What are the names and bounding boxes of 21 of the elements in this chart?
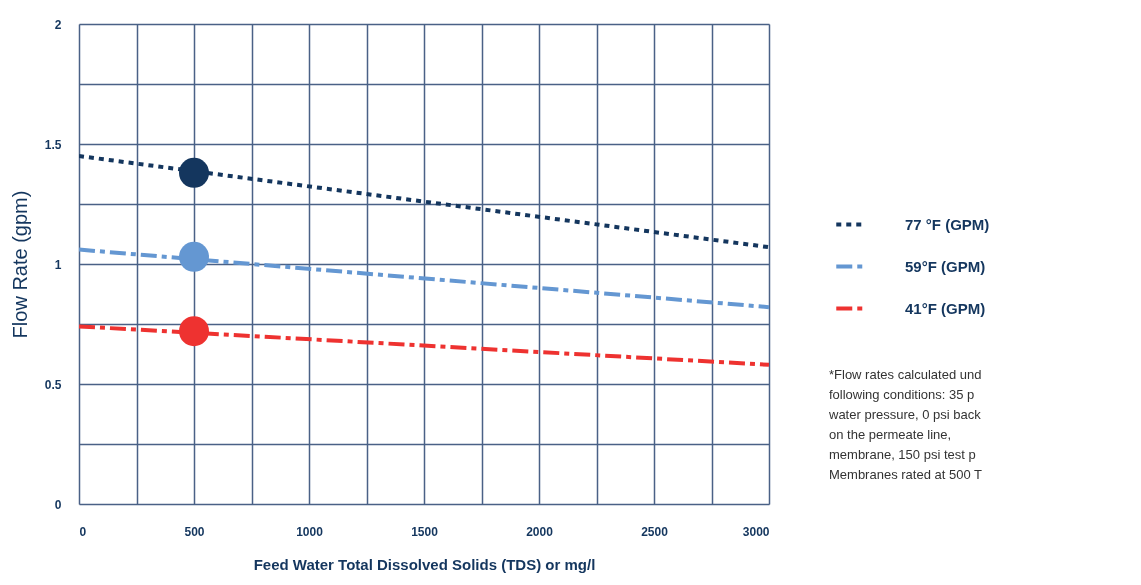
y-tick-label: 1 (54, 257, 62, 272)
point (179, 316, 209, 347)
x-tick-label: 500 (184, 524, 205, 539)
text: 41°F (GPM) (905, 299, 986, 317)
text: *Flow rates calculated und following conditions: 35 p water pressure, 0 psi back on the permeate line, membrane, 150 psi test p Membranes rated at 500 T (828, 367, 983, 482)
x-tick-label: 1000 (296, 524, 324, 539)
text: 59°F (GPM) (905, 257, 986, 275)
x-axis-title: Feed Water Total Dissolved Solids (TDS) or mg/l (253, 555, 596, 573)
y-tick-label: 2 (54, 17, 62, 32)
y-tick-label: 0.5 (44, 377, 62, 392)
y-tick-label: 0 (54, 497, 62, 512)
x-tick-label: 2000 (526, 524, 554, 539)
x-tick-label: 1500 (411, 524, 439, 539)
text: 77 °F (GPM) (905, 215, 990, 233)
x-tick-label: 2500 (641, 524, 669, 539)
point (179, 241, 209, 272)
y-axis-title: Flow Rate (gpm) (8, 190, 31, 339)
point (179, 157, 209, 188)
y-tick-label: 1.5 (44, 137, 62, 152)
x-tick-label: 3000 (742, 524, 770, 539)
x-tick-label: 0 (79, 524, 87, 539)
